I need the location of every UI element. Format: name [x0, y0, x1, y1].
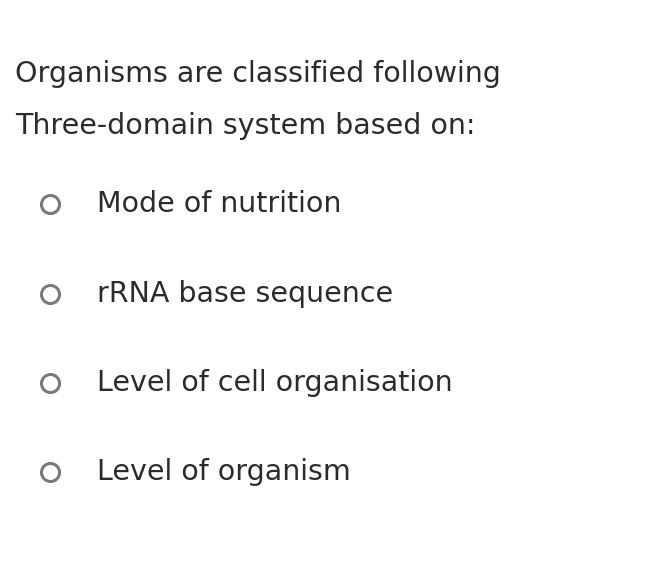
Text: Mode of nutrition: Mode of nutrition — [97, 191, 341, 218]
Text: rRNA base sequence: rRNA base sequence — [97, 280, 393, 308]
Text: Level of cell organisation: Level of cell organisation — [97, 369, 452, 397]
Text: Three-domain system based on:: Three-domain system based on: — [15, 112, 475, 141]
Text: Organisms are classified following: Organisms are classified following — [15, 60, 501, 89]
Text: Level of organism: Level of organism — [97, 458, 350, 486]
